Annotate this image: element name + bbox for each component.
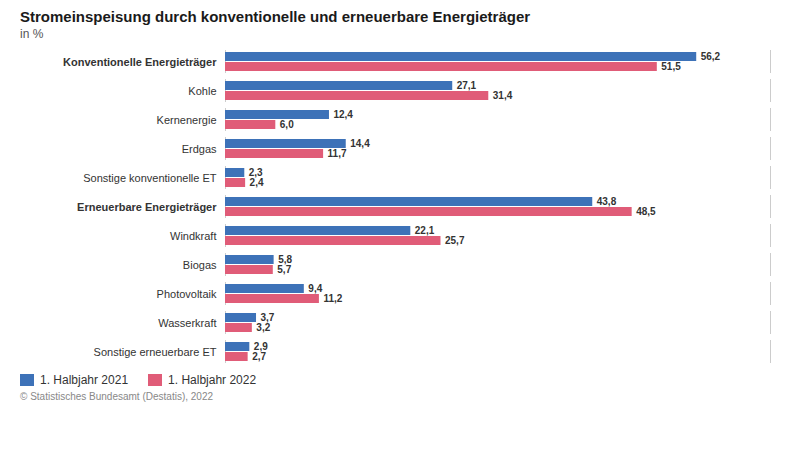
svg-text:5,8: 5,8 <box>278 254 292 266</box>
svg-text:43,8: 43,8 <box>597 196 617 207</box>
html-text:1. Halbjahr 2022: 1. Halbjahr 2022 <box>168 373 257 387</box>
svg-text:11,7: 11,7 <box>328 148 347 159</box>
svg-text:Wasserkraft: Wasserkraft <box>158 317 216 329</box>
svg-text:2,4: 2,4 <box>250 177 264 188</box>
svg-text:27,1: 27,1 <box>457 80 477 91</box>
svg-text:Kernenergie: Kernenergie <box>157 114 217 126</box>
svg-text:14,4: 14,4 <box>350 138 370 149</box>
svg-text:12,4: 12,4 <box>333 109 353 120</box>
svg-text:48,5: 48,5 <box>636 206 656 217</box>
html-text:1. Halbjahr 2021: 1. Halbjahr 2021 <box>40 373 129 387</box>
svg-text:6,0: 6,0 <box>280 119 294 130</box>
svg-text:9,4: 9,4 <box>308 283 322 294</box>
svg-text:Erdgas: Erdgas <box>182 143 217 155</box>
svg-text:2,7: 2,7 <box>252 351 266 362</box>
svg-text:3,7: 3,7 <box>260 312 275 324</box>
svg-text:Erneuerbare Energieträger: Erneuerbare Energieträger <box>77 201 217 213</box>
svg-text:Biogas: Biogas <box>183 259 217 271</box>
svg-text:22,1: 22,1 <box>415 225 435 236</box>
svg-text:2,9: 2,9 <box>253 341 268 353</box>
svg-text:56,2: 56,2 <box>701 51 721 62</box>
svg-text:51,5: 51,5 <box>661 61 681 72</box>
svg-text:25,7: 25,7 <box>445 235 465 246</box>
html-text:© Statistisches Bundesamt (Des: © Statistisches Bundesamt (Destatis), 20… <box>20 391 213 402</box>
svg-text:Kohle: Kohle <box>188 85 216 97</box>
svg-text:5,7: 5,7 <box>277 264 291 275</box>
svg-text:Sonstige erneuerbare ET: Sonstige erneuerbare ET <box>94 346 217 358</box>
svg-text:2,3: 2,3 <box>248 167 263 179</box>
svg-text:Windkraft: Windkraft <box>170 230 216 242</box>
svg-text:11,2: 11,2 <box>323 293 342 304</box>
svg-text:31,4: 31,4 <box>493 90 513 101</box>
svg-text:Photovoltaik: Photovoltaik <box>157 288 217 300</box>
svg-text:Sonstige konventionelle ET: Sonstige konventionelle ET <box>83 172 217 184</box>
svg-text:3,2: 3,2 <box>256 322 270 333</box>
html-text:Stromeinspeisung durch konvent: Stromeinspeisung durch konventionelle un… <box>20 8 531 25</box>
svg-text:Konventionelle Energieträger: Konventionelle Energieträger <box>63 56 217 68</box>
html-text:in %: in % <box>20 27 44 41</box>
